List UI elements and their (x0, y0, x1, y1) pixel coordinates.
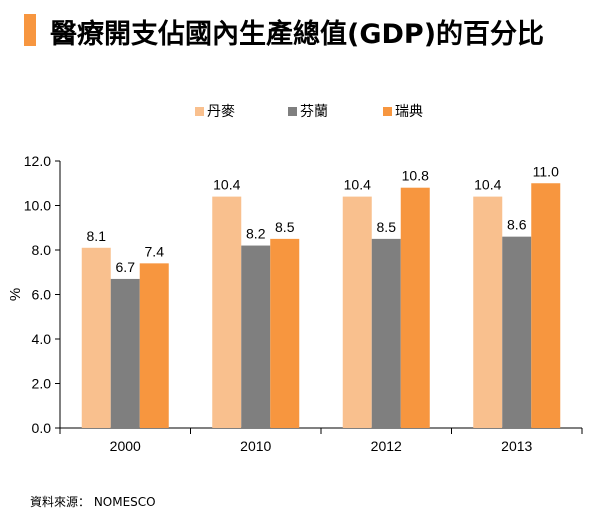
bar-芬蘭-2010 (241, 245, 271, 428)
y-tick-label: 6.0 (32, 287, 52, 303)
x-tick-label: 2010 (240, 438, 271, 454)
data-label: 8.6 (507, 217, 527, 233)
data-label: 8.2 (246, 226, 266, 242)
bar-芬蘭-2000 (110, 278, 140, 428)
bar-丹麥-2000 (81, 247, 111, 428)
bar-丹麥-2013 (473, 196, 503, 428)
title-accent-bar (24, 14, 36, 46)
bar-丹麥-2012 (342, 196, 372, 428)
data-label: 8.5 (377, 219, 397, 235)
bar-瑞典-2000 (139, 263, 169, 428)
x-tick-label: 2000 (110, 438, 141, 454)
bar-瑞典-2012 (400, 187, 430, 428)
bar-芬蘭-2013 (502, 236, 532, 428)
data-label: 11.0 (533, 163, 559, 179)
legend-entry: 丹麥 (207, 103, 235, 119)
data-label: 6.7 (116, 259, 136, 275)
bar-瑞典-2013 (531, 183, 561, 428)
chart-title: 醫療開支佔國內生產總值(GDP)的百分比 (50, 19, 545, 50)
y-tick-label: 8.0 (32, 242, 52, 258)
data-label: 10.8 (402, 168, 429, 184)
data-label: 8.1 (87, 228, 107, 244)
y-tick-label: 4.0 (32, 331, 52, 347)
bar-瑞典-2010 (270, 238, 300, 428)
y-tick-label: 12.0 (24, 153, 51, 169)
legend-entry: 瑞典 (395, 103, 423, 119)
bar-芬蘭-2012 (371, 238, 401, 428)
legend-swatch (195, 107, 204, 116)
legend-swatch (288, 107, 297, 116)
data-label: 10.4 (344, 177, 371, 193)
y-axis-title: % (7, 288, 24, 301)
x-tick-label: 2013 (501, 438, 532, 454)
data-label: 10.4 (213, 177, 240, 193)
bar-丹麥-2010 (212, 196, 242, 428)
data-label: 7.4 (145, 243, 165, 259)
source-note: 資料來源： NOMESCO (30, 495, 156, 509)
data-label: 8.5 (275, 219, 295, 235)
x-tick-label: 2012 (371, 438, 402, 454)
y-tick-label: 0.0 (32, 420, 52, 436)
legend-entry: 芬蘭 (300, 103, 328, 119)
data-label: 10.4 (474, 177, 501, 193)
y-tick-label: 10.0 (24, 198, 51, 214)
y-tick-label: 2.0 (32, 376, 52, 392)
legend-swatch (383, 107, 392, 116)
